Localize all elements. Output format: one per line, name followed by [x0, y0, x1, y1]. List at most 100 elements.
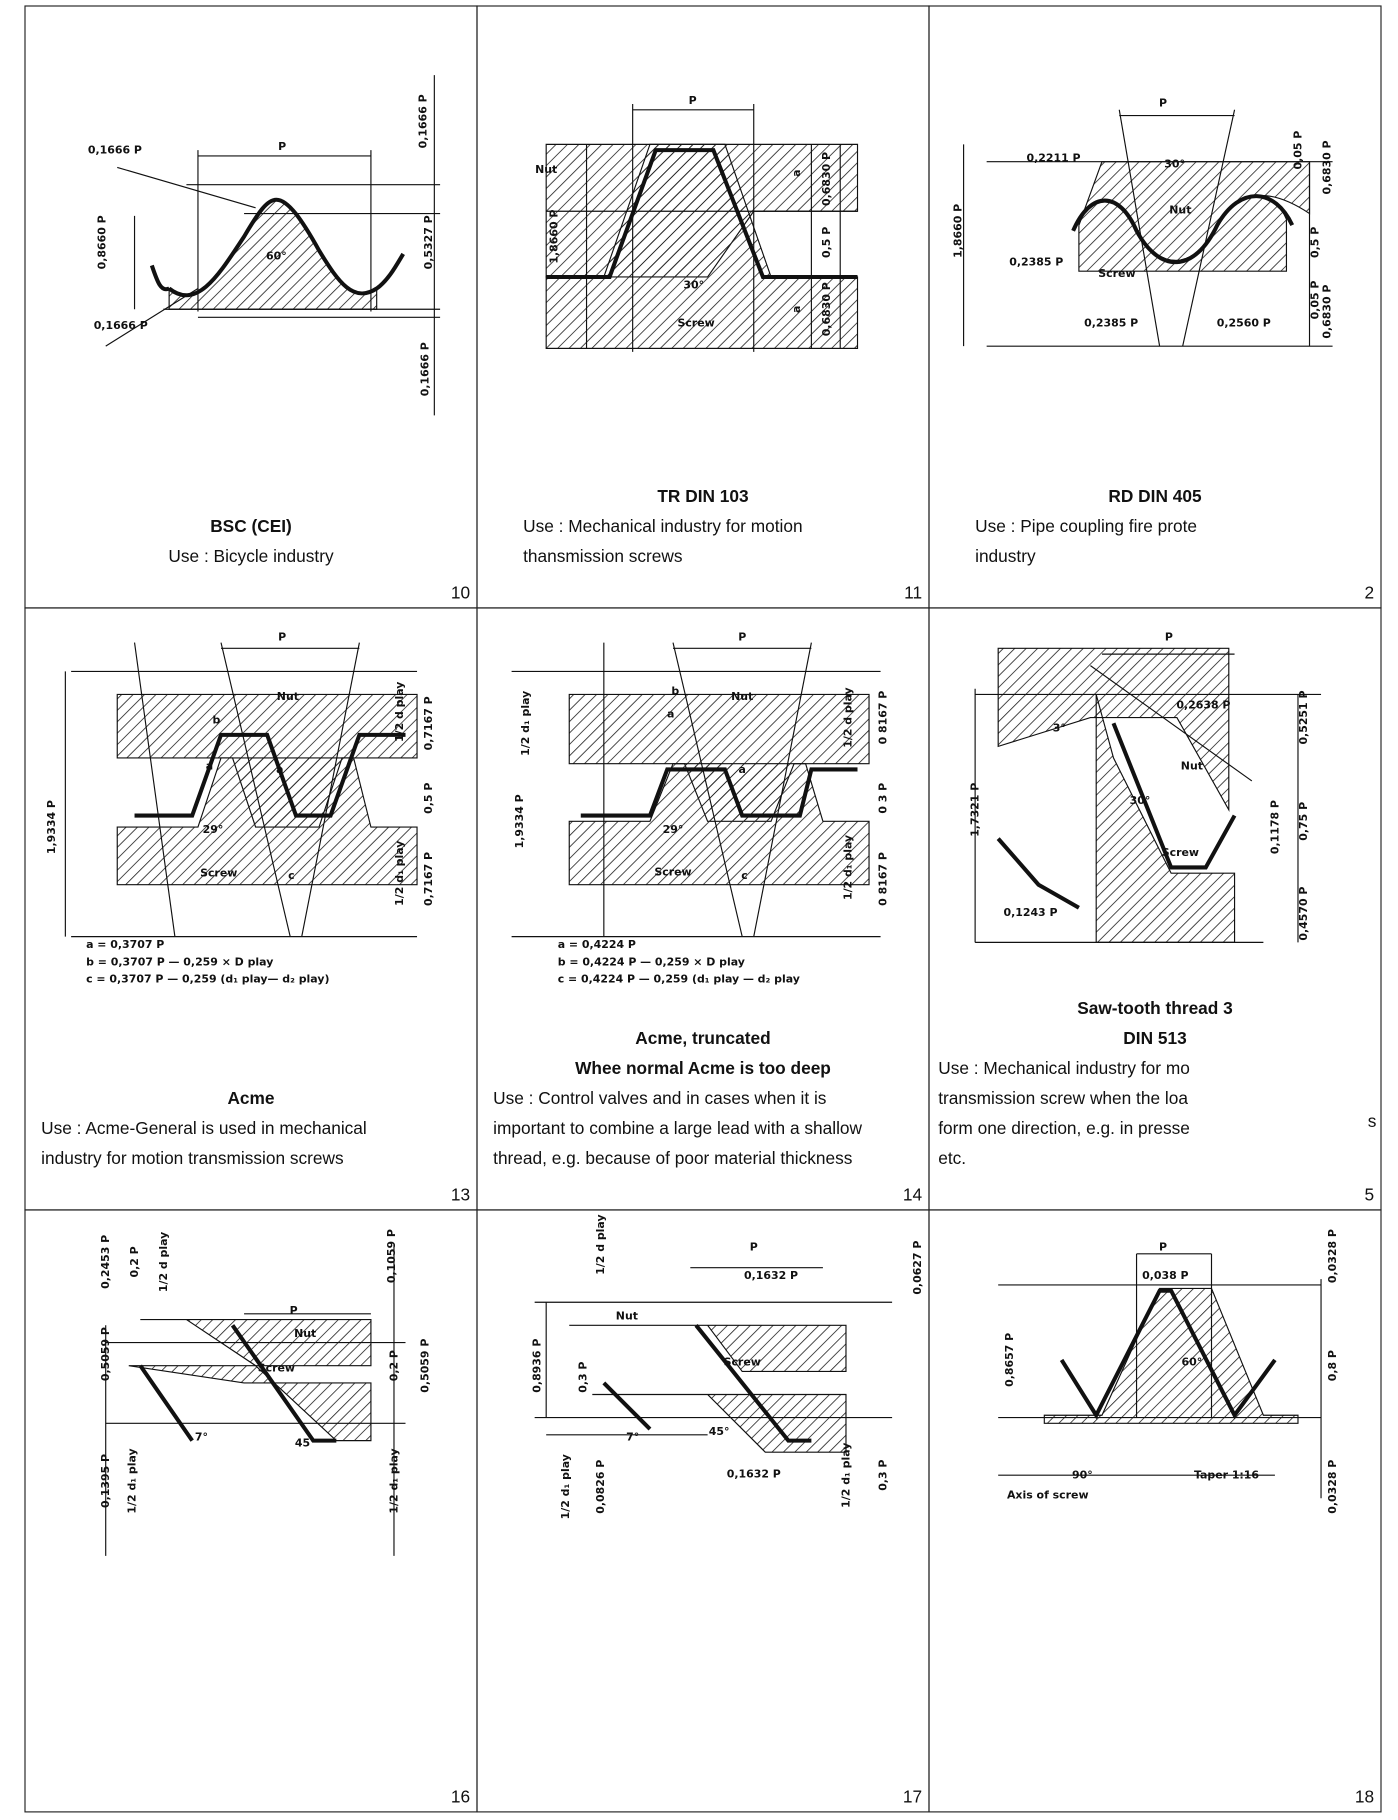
dimension-label: a: [790, 169, 803, 176]
dimension-label: 30°: [1164, 157, 1185, 170]
dimension-label: 1/2 d play: [157, 1232, 170, 1292]
dimension-label: c: [741, 869, 747, 882]
dimension-label: 1,9334 P: [45, 800, 58, 854]
dimension-label: 0,6830 P: [820, 152, 833, 206]
dimension-label: 0,038 P: [1142, 1269, 1188, 1282]
thread-diagram: PNut1/2 d play0,7167 Pbaa0,5 P1,9334 P29…: [45, 630, 435, 985]
page: {"cells":[ {"title":["BSC (CEI)"],"use":…: [0, 0, 1398, 1815]
page-number: 16: [451, 1787, 470, 1807]
dimension-label: b: [212, 713, 220, 726]
dimension-label: P: [1159, 96, 1167, 109]
dimension-label: 0,2 P: [387, 1350, 400, 1381]
dimension-label: P: [290, 1304, 298, 1317]
dimension-label: 3°: [1053, 721, 1066, 734]
dimension-label: 0,2211 P: [1027, 152, 1081, 165]
formula: a = 0,4224 P: [558, 938, 636, 951]
dimension-label: P: [738, 630, 746, 643]
dimension-label: 30°: [683, 279, 704, 292]
thread-title: Acme, truncated: [635, 1028, 770, 1048]
use-text: thread, e.g. because of poor material th…: [493, 1148, 853, 1168]
dimension-label: b: [671, 684, 679, 697]
dimension-label: 0,1666 P: [94, 319, 148, 332]
dimension-label: 0,1666 P: [88, 144, 142, 157]
dimension-label: 45°: [295, 1436, 316, 1449]
dimension-label: 1,9334 P: [513, 794, 526, 848]
dimension-label: 7°: [626, 1431, 639, 1444]
dimension-label: 0,3 P: [577, 1362, 590, 1393]
use-text: etc.: [938, 1148, 966, 1168]
dimension-label: 0,3 P: [876, 1460, 889, 1491]
dimension-label: 0,6830 P: [1320, 140, 1333, 194]
dimension-label: Screw: [654, 866, 691, 879]
dimension-label: Nut: [1181, 759, 1203, 772]
use-text: important to combine a large lead with a…: [493, 1118, 862, 1138]
dimension-label: Screw: [200, 867, 237, 880]
dimension-label: 0,2638 P: [1176, 698, 1230, 711]
thread-diagram: P0,2638 P0,5251 P3°Nut1,7321 P0,1178 P0,…: [969, 630, 1321, 942]
dimension-label: 0,0627 P: [911, 1241, 924, 1295]
thread-title: Saw-tooth thread 3: [1077, 998, 1233, 1018]
thread-title: Whee normal Acme is too deep: [575, 1058, 831, 1078]
thread-diagram: P0,038 P0,0328 P0,8657 P60°0,8 P90°Taper…: [998, 1229, 1339, 1514]
dimension-label: 30°: [1130, 794, 1151, 807]
dimension-label: 0,0328 P: [1326, 1460, 1339, 1514]
dimension-label: 0,8660 P: [96, 215, 109, 269]
dimension-label: 0,6830 P: [820, 282, 833, 336]
dimension-label: Screw: [1098, 267, 1135, 280]
dimension-label: Nut: [616, 1310, 638, 1323]
page-number: 10: [451, 583, 470, 603]
dimension-label: P: [750, 1240, 758, 1253]
dimension-label: Nut: [731, 690, 753, 703]
thread-title: TR DIN 103: [657, 486, 748, 506]
dimension-label: 1/2 d₁ play: [126, 1448, 139, 1513]
use-text: transmission screw when the loa: [938, 1088, 1188, 1108]
dimension-label: P: [1159, 1240, 1167, 1253]
dimension-label: 1,7321 P: [969, 783, 982, 837]
dimension-label: 0,1243 P: [1003, 906, 1057, 919]
dimension-label: 0,1666 P: [419, 342, 432, 396]
use-text: industry for motion transmission screws: [41, 1148, 344, 1168]
dimension-label: 1/2 d₁ play: [387, 1448, 400, 1513]
dimension-label: 1,8660 P: [548, 210, 561, 264]
thread-title: Acme: [227, 1088, 274, 1108]
dimension-label: a: [667, 708, 674, 721]
page-number: 17: [903, 1787, 922, 1807]
page-number: 2: [1364, 583, 1374, 603]
dimension-label: 1/2 d₁ play: [842, 835, 855, 900]
dimension-label: 1/2 d play: [393, 682, 406, 742]
dimension-label: 0,8 P: [1326, 1350, 1339, 1381]
dimension-label: P: [689, 94, 697, 107]
dimension-label: 1/2 d₁ play: [519, 691, 532, 756]
dimension-label: a: [790, 306, 803, 313]
dimension-label: 0,0328 P: [1326, 1229, 1339, 1283]
use-text: form one direction, e.g. in presse: [938, 1118, 1190, 1138]
formula: b = 0,4224 P — 0,259 × D play: [558, 955, 745, 968]
dimension-label: 0,5059 P: [419, 1339, 432, 1393]
hatched-region: [1044, 1288, 1298, 1423]
dimension-label: 0,5 P: [820, 227, 833, 258]
dimension-label: 0,1059 P: [385, 1229, 398, 1283]
thread-title: DIN 513: [1123, 1028, 1186, 1048]
drawing-line: [152, 265, 169, 289]
hatched-region: [569, 1325, 846, 1371]
dimension-label: 0,5327 P: [422, 215, 435, 269]
dimension-label: 0,6830 P: [1320, 285, 1333, 339]
page-number: 18: [1355, 1787, 1374, 1807]
dimension-label: 0,1666 P: [416, 94, 429, 148]
hatched-region: [117, 758, 417, 885]
dimension-label: 0,8936 P: [530, 1339, 543, 1393]
dimension-label: 0,8657 P: [1003, 1333, 1016, 1387]
use-text: industry: [975, 546, 1036, 566]
document: 0,1666 PP0,1666 P0,8660 P60°0,5327 P0,16…: [0, 0, 1398, 1815]
use-text: Use : Bicycle industry: [168, 546, 334, 566]
dimension-label: 1,8660 P: [951, 204, 964, 258]
dimension-label: 0 3 P: [876, 783, 889, 814]
dimension-label: Taper 1:16: [1194, 1469, 1259, 1482]
dimension-label: 0 8167 P: [876, 852, 889, 906]
dimension-label: 29°: [203, 823, 224, 836]
dimension-label: P: [278, 140, 286, 153]
cell: 0,2453 P0,2 P1/2 d play0,1059 PPNut0,505…: [25, 1210, 477, 1812]
